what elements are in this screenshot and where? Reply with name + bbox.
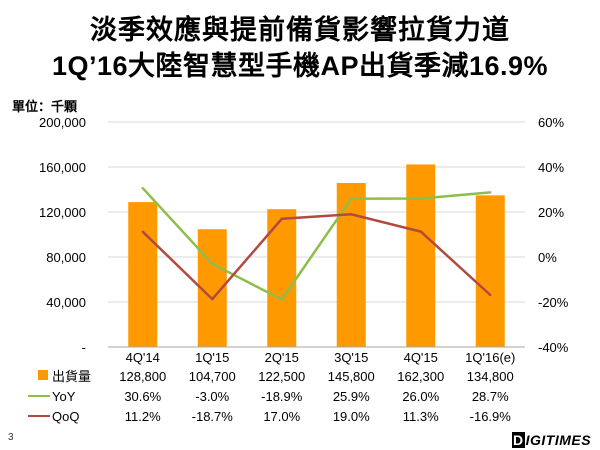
series-point: [419, 197, 422, 200]
data-table-value: 104,700: [189, 369, 236, 384]
bar: [267, 209, 297, 347]
series-point: [141, 230, 144, 233]
right-axis-tick-label: -40%: [538, 340, 569, 355]
left-axis-tick-label: 160,000: [39, 160, 86, 175]
data-table-value: -3.0%: [195, 389, 229, 404]
category-label: 1Q'16(e): [465, 350, 515, 365]
data-table-value: 30.6%: [124, 389, 161, 404]
data-table-value: 17.0%: [263, 409, 300, 424]
data-table-value: 145,800: [328, 369, 375, 384]
left-axis-tick-label: -: [82, 340, 86, 355]
category-label: 4Q'14: [126, 350, 160, 365]
page-number: 3: [8, 432, 14, 443]
legend-label: YoY: [52, 389, 76, 404]
series-point: [489, 191, 492, 194]
bar: [336, 182, 366, 347]
category-label: 1Q'15: [195, 350, 229, 365]
data-table-value: 11.3%: [403, 409, 439, 424]
series-point: [211, 297, 214, 301]
data-table-value: 25.9%: [333, 389, 370, 404]
series-line-QoQ: [141, 213, 492, 301]
chart-title-line2: 1Q’16大陸智慧型手機AP出貨季減16.9%: [51, 51, 549, 81]
right-axis-tick-label: 20%: [538, 205, 564, 220]
category-label: 2Q'15: [265, 350, 299, 365]
data-table-value: 26.0%: [402, 389, 439, 404]
data-table-value: 134,800: [467, 369, 514, 384]
series-point: [419, 230, 422, 233]
bar: [475, 195, 505, 347]
bar: [406, 164, 436, 347]
data-table-value: 11.2%: [125, 409, 161, 424]
data-table-value: 28.7%: [472, 389, 509, 404]
series-point: [350, 197, 353, 200]
data-table-value: -16.9%: [470, 409, 512, 424]
logo-text: IGITIMES: [525, 432, 592, 448]
data-table-value: 122,500: [258, 369, 305, 384]
series-point: [211, 262, 214, 265]
data-table-value: 128,800: [119, 369, 166, 384]
left-axis-tick-label: 80,000: [46, 250, 86, 265]
logo-d-mark: D: [512, 432, 525, 448]
legend-label: QoQ: [52, 409, 79, 424]
series-point: [141, 186, 144, 190]
right-axis-tick-label: 60%: [538, 115, 564, 130]
series-point: [489, 293, 492, 297]
right-axis-tick-label: 0%: [538, 250, 557, 265]
legend-swatch-bar: [38, 370, 48, 380]
series-point: [350, 213, 353, 216]
left-axis-tick-label: 120,000: [39, 205, 86, 220]
digitimes-logo: D IGITIMES: [512, 432, 591, 448]
right-axis-tick-label: 40%: [538, 160, 564, 175]
series-point: [280, 298, 283, 301]
data-table-value: 162,300: [397, 369, 444, 384]
data-table-value: -18.9%: [261, 389, 303, 404]
series-line-YoY: [141, 187, 491, 301]
right-axis-tick-label: -20%: [538, 295, 569, 310]
data-table-value: -18.7%: [192, 409, 234, 424]
chart-title-line1: 淡季效應與提前備貨影響拉貨力道: [90, 15, 510, 45]
data-table-value: 19.0%: [333, 409, 370, 424]
category-label: 4Q'15: [404, 350, 438, 365]
category-label: 3Q'15: [334, 350, 368, 365]
unit-label: 單位：千顆: [12, 99, 78, 114]
bar: [128, 202, 158, 347]
series-point: [280, 217, 283, 220]
left-axis-tick-label: 200,000: [39, 115, 86, 130]
legend-label: 出貨量: [52, 369, 91, 384]
left-axis-tick-label: 40,000: [46, 295, 86, 310]
